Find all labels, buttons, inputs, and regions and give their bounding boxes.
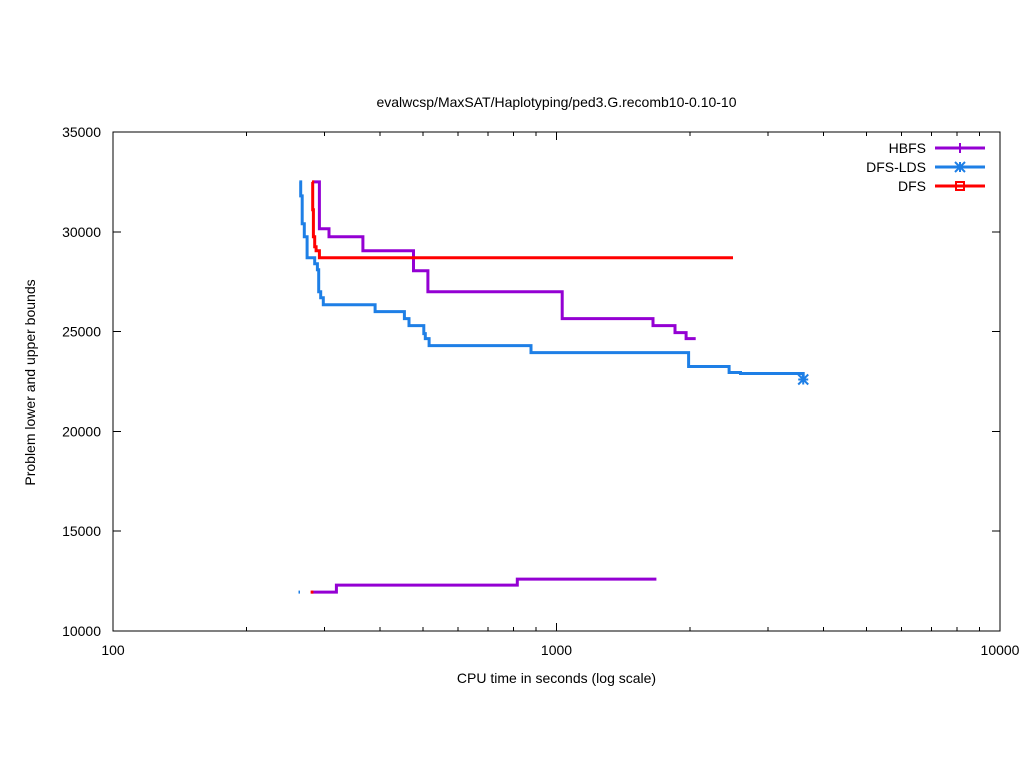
plot-frame [112,131,1001,632]
x-tick-label: 100 [101,642,125,658]
legend-label-dfs: DFS [898,178,926,194]
legend: HBFS DFS-LDS DFS [866,140,985,194]
x-tick-label: 10000 [981,642,1020,658]
x-tick-label: 1000 [541,642,572,658]
series-line-upper-hbfs [313,180,696,341]
y-tick-label: 35000 [62,124,101,140]
series-line-lower-hbfs [311,577,657,594]
series-line-upper-dfs-lds [299,180,805,380]
series-dfs-lds [298,180,809,594]
series-line-upper-dfs [311,180,733,260]
y-tick-label: 20000 [62,423,101,439]
y-tick-label: 10000 [62,623,101,639]
series-point-dfs-lds [797,373,809,386]
chart-title: evalwcsp/MaxSAT/Haplotyping/ped3.G.recom… [376,94,736,110]
y-tick-label: 25000 [62,324,101,340]
y-tick-label: 30000 [62,224,101,240]
series-hbfs [311,180,696,594]
legend-marker-dfs-lds [954,161,966,173]
y-axis-label: Problem lower and upper bounds [22,279,38,485]
y-tick-label: 15000 [62,523,101,539]
legend-label-hbfs: HBFS [889,140,926,156]
plot-series [298,180,809,594]
legend-marker-hbfs [955,143,965,153]
legend-marker-dfs [955,181,965,191]
x-axis-label: CPU time in seconds (log scale) [457,670,656,686]
legend-label-dfs-lds: DFS-LDS [866,159,926,175]
series-dfs [310,180,733,594]
